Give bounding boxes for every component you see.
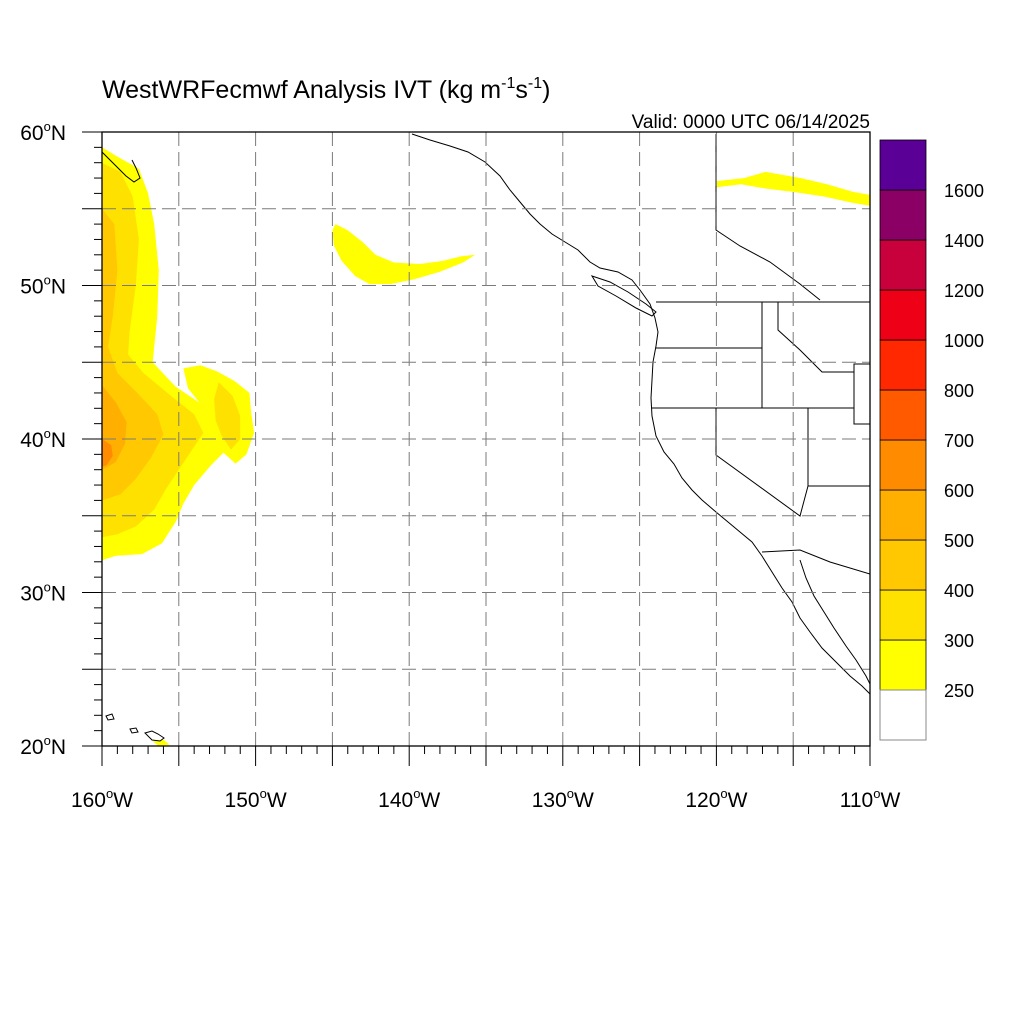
colorbar-swatch	[879, 189, 927, 241]
colorbar-swatch	[879, 389, 927, 441]
colorbar-swatch	[879, 339, 927, 391]
state-borders	[652, 302, 870, 517]
colorbar-label: 300	[944, 631, 974, 651]
colorbar: 250 300 400 500 600 700 800 1000 1200 1400 1600	[879, 139, 984, 741]
colorbar-label: 1600	[944, 181, 984, 201]
colorbar-swatch	[879, 139, 927, 191]
colorbar-label: 600	[944, 481, 974, 501]
valid-time-label: Valid: 0000 UTC 06/14/2025	[632, 112, 870, 133]
ivt-region-gulf-alaska-ar	[332, 224, 476, 284]
baja-gulf-coast	[799, 559, 870, 685]
axis-ticks	[82, 131, 871, 766]
colorbar-swatch	[879, 489, 927, 541]
colorbar-swatch	[879, 439, 927, 491]
ivt-shading	[102, 147, 870, 746]
lon-label: 150oW	[225, 786, 287, 812]
colorbar-swatch	[879, 239, 927, 291]
colorbar-label: 400	[944, 581, 974, 601]
map-frame	[101, 131, 871, 747]
coastlines	[102, 133, 870, 742]
colorbar-label: 1400	[944, 231, 984, 251]
colorbar-swatch	[879, 289, 927, 341]
ivt-region-core-600	[102, 439, 113, 467]
alaska-coast	[102, 151, 141, 183]
colorbar-label: 1000	[944, 331, 984, 351]
ivt-region-hook-300	[214, 382, 241, 450]
colorbar-label: 800	[944, 381, 974, 401]
colorbar-label: 700	[944, 431, 974, 451]
ivt-region-canada-ar	[716, 171, 870, 206]
lat-label: 50oN	[20, 273, 66, 299]
colorbar-swatch	[879, 639, 927, 691]
map-title: WestWRFecmwf Analysis IVT (kg m-1s-1)	[102, 75, 550, 104]
latitude-labels: 60oN 50oN 40oN 30oN 20oN	[20, 119, 66, 759]
hawaii-islands	[105, 713, 165, 742]
ivt-region-hawaii-patch	[152, 739, 170, 746]
lon-label: 140oW	[378, 786, 440, 812]
map-panel	[82, 131, 871, 766]
lat-label: 40oN	[20, 426, 66, 452]
colorbar-label: 1200	[944, 281, 984, 301]
vancouver-island	[590, 275, 657, 317]
colorbar-swatch	[879, 589, 927, 641]
lat-label: 60oN	[20, 119, 66, 145]
colorbar-swatch	[879, 539, 927, 591]
lon-label: 120oW	[685, 786, 747, 812]
colorbar-swatch-below	[879, 689, 927, 741]
lat-label: 30oN	[20, 580, 66, 606]
lon-label: 110oW	[840, 786, 901, 812]
colorbar-label: 250	[944, 681, 974, 701]
colorbar-label: 500	[944, 531, 974, 551]
lon-label: 160oW	[71, 786, 133, 812]
mexico-border	[761, 549, 870, 575]
lon-label: 130oW	[532, 786, 594, 812]
lat-lon-grid	[102, 132, 870, 746]
longitude-labels: 160oW 150oW 140oW 130oW 120oW 110oW	[71, 786, 901, 812]
lat-label: 20oN	[20, 733, 66, 759]
